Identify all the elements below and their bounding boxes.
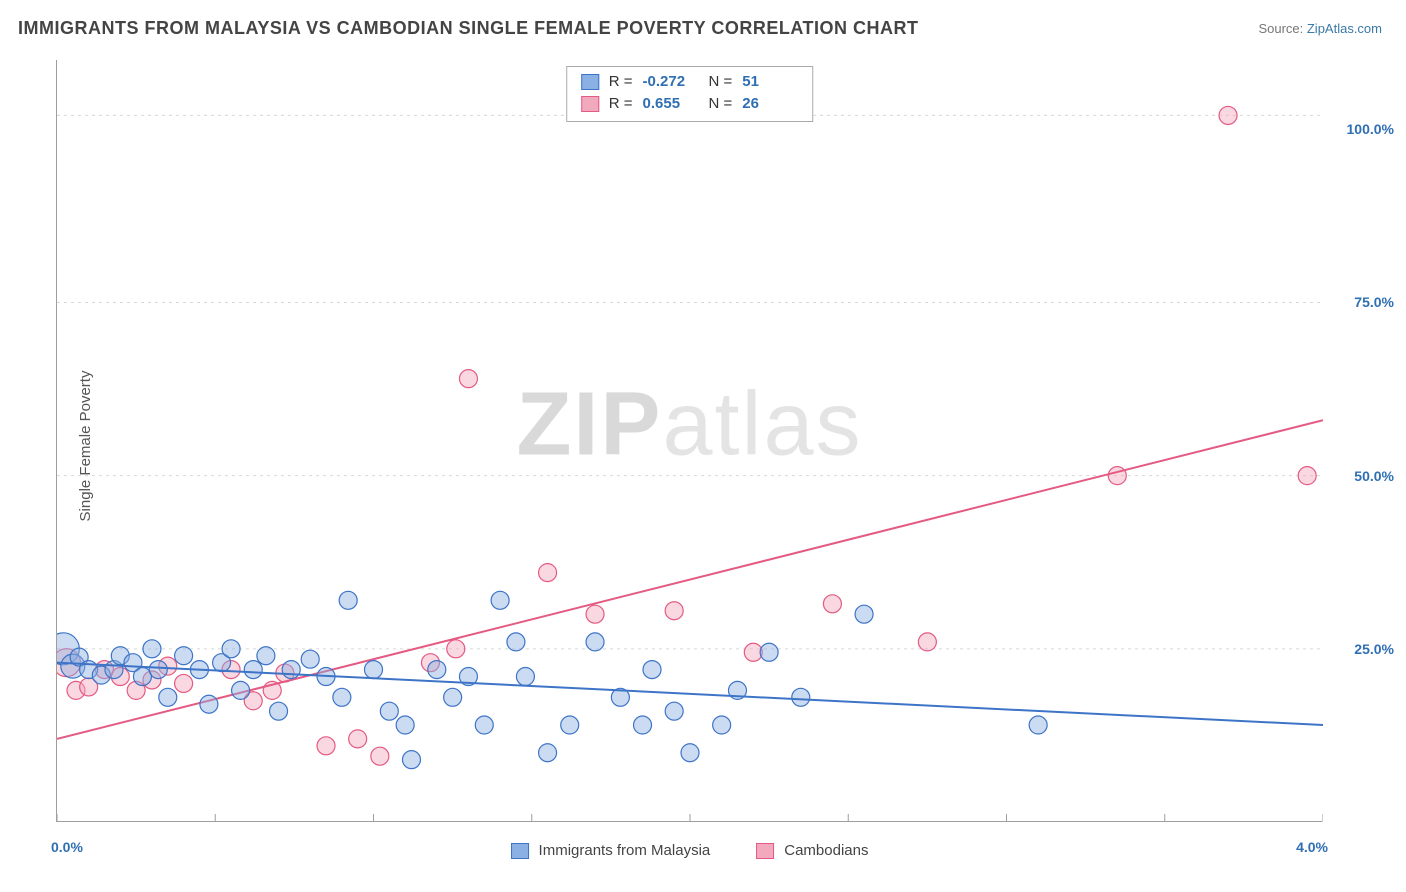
legend-swatch-blue — [511, 843, 529, 859]
legend-item-b: Cambodians — [756, 842, 868, 859]
plot-area: ZIPatlas R = -0.272 N = 51 R = 0.655 N =… — [56, 60, 1322, 822]
y-tick-label-25: 25.0% — [1354, 641, 1394, 657]
scatter-svg — [57, 60, 1323, 822]
legend-top-row-b: R = 0.655 N = 26 — [581, 93, 799, 115]
y-tick-label-50: 50.0% — [1354, 468, 1394, 484]
y-tick-label-75: 75.0% — [1354, 294, 1394, 310]
chart-container: IMMIGRANTS FROM MALAYSIA VS CAMBODIAN SI… — [0, 0, 1406, 892]
source-prefix: Source: — [1258, 21, 1306, 36]
legend-item-a: Immigrants from Malaysia — [511, 842, 711, 859]
legend-swatch-pink — [581, 96, 599, 112]
legend-label-b: Cambodians — [784, 842, 868, 859]
x-tick-label-0: 0.0% — [51, 839, 83, 855]
y-tick-label-100: 100.0% — [1347, 121, 1394, 137]
source-link[interactable]: ZipAtlas.com — [1307, 21, 1382, 36]
x-tick-label-4: 4.0% — [1296, 839, 1328, 855]
source-block: Source: ZipAtlas.com — [1258, 20, 1382, 38]
legend-N-label: N = — [709, 93, 733, 115]
legend-label-a: Immigrants from Malaysia — [539, 842, 711, 859]
legend-N-value-a: 51 — [742, 71, 798, 93]
legend-top-row-a: R = -0.272 N = 51 — [581, 71, 799, 93]
chart-title: IMMIGRANTS FROM MALAYSIA VS CAMBODIAN SI… — [18, 18, 919, 39]
legend-swatch-blue — [581, 74, 599, 90]
legend-bottom: Immigrants from Malaysia Cambodians — [511, 842, 869, 859]
legend-R-value-a: -0.272 — [643, 71, 699, 93]
title-row: IMMIGRANTS FROM MALAYSIA VS CAMBODIAN SI… — [18, 18, 1382, 39]
legend-R-label: R = — [609, 71, 633, 93]
legend-N-value-b: 26 — [742, 93, 798, 115]
legend-top: R = -0.272 N = 51 R = 0.655 N = 26 — [566, 66, 814, 122]
legend-N-label: N = — [709, 71, 733, 93]
legend-R-value-b: 0.655 — [643, 93, 699, 115]
legend-R-label: R = — [609, 93, 633, 115]
legend-swatch-pink — [756, 843, 774, 859]
